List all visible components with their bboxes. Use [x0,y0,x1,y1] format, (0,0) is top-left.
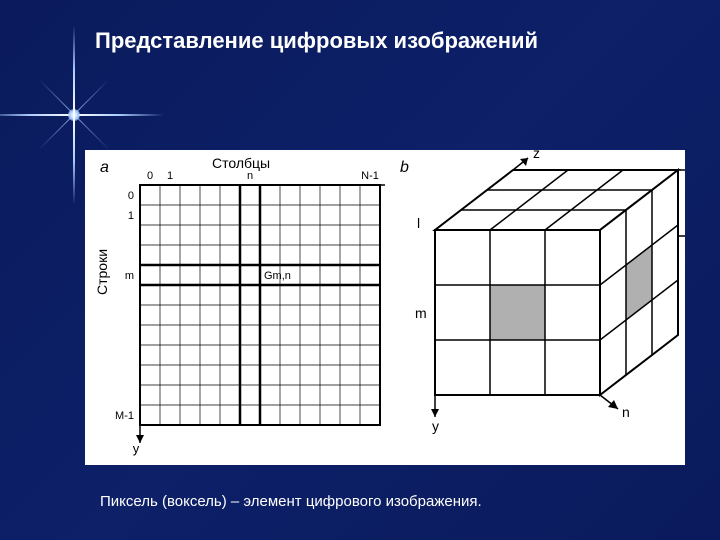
caption-text: Пиксель (воксель) – элемент цифрового из… [100,493,482,510]
svg-text:Gm,n: Gm,n [264,270,291,282]
svg-text:y: y [432,418,439,434]
grid-2d-diagram: axy01nN-101mM-1Gm,n [85,150,385,465]
svg-text:l: l [417,215,420,231]
rows-label: Строки [94,249,110,295]
svg-text:z: z [533,150,540,161]
columns-label: Столбцы [212,155,270,171]
svg-text:a: a [100,159,109,176]
svg-text:m: m [125,270,134,282]
svg-text:0: 0 [128,190,134,202]
svg-text:n: n [622,404,630,420]
svg-text:0: 0 [147,170,153,182]
cube-3d-diagram: bzxynlm [385,150,685,465]
svg-text:n: n [247,170,253,182]
svg-text:N-1: N-1 [361,170,379,182]
svg-text:1: 1 [128,210,134,222]
diagram-area: axy01nN-101mM-1Gm,n bzxynlm [85,150,685,465]
star-decoration [44,85,104,145]
slide-title: Представление цифровых изображений [95,28,538,54]
svg-text:1: 1 [167,170,173,182]
svg-text:m: m [415,305,427,321]
svg-text:b: b [400,159,409,176]
svg-text:y: y [133,441,140,456]
svg-text:M-1: M-1 [115,410,134,422]
slide: Представление цифровых изображений axy01… [0,0,720,540]
